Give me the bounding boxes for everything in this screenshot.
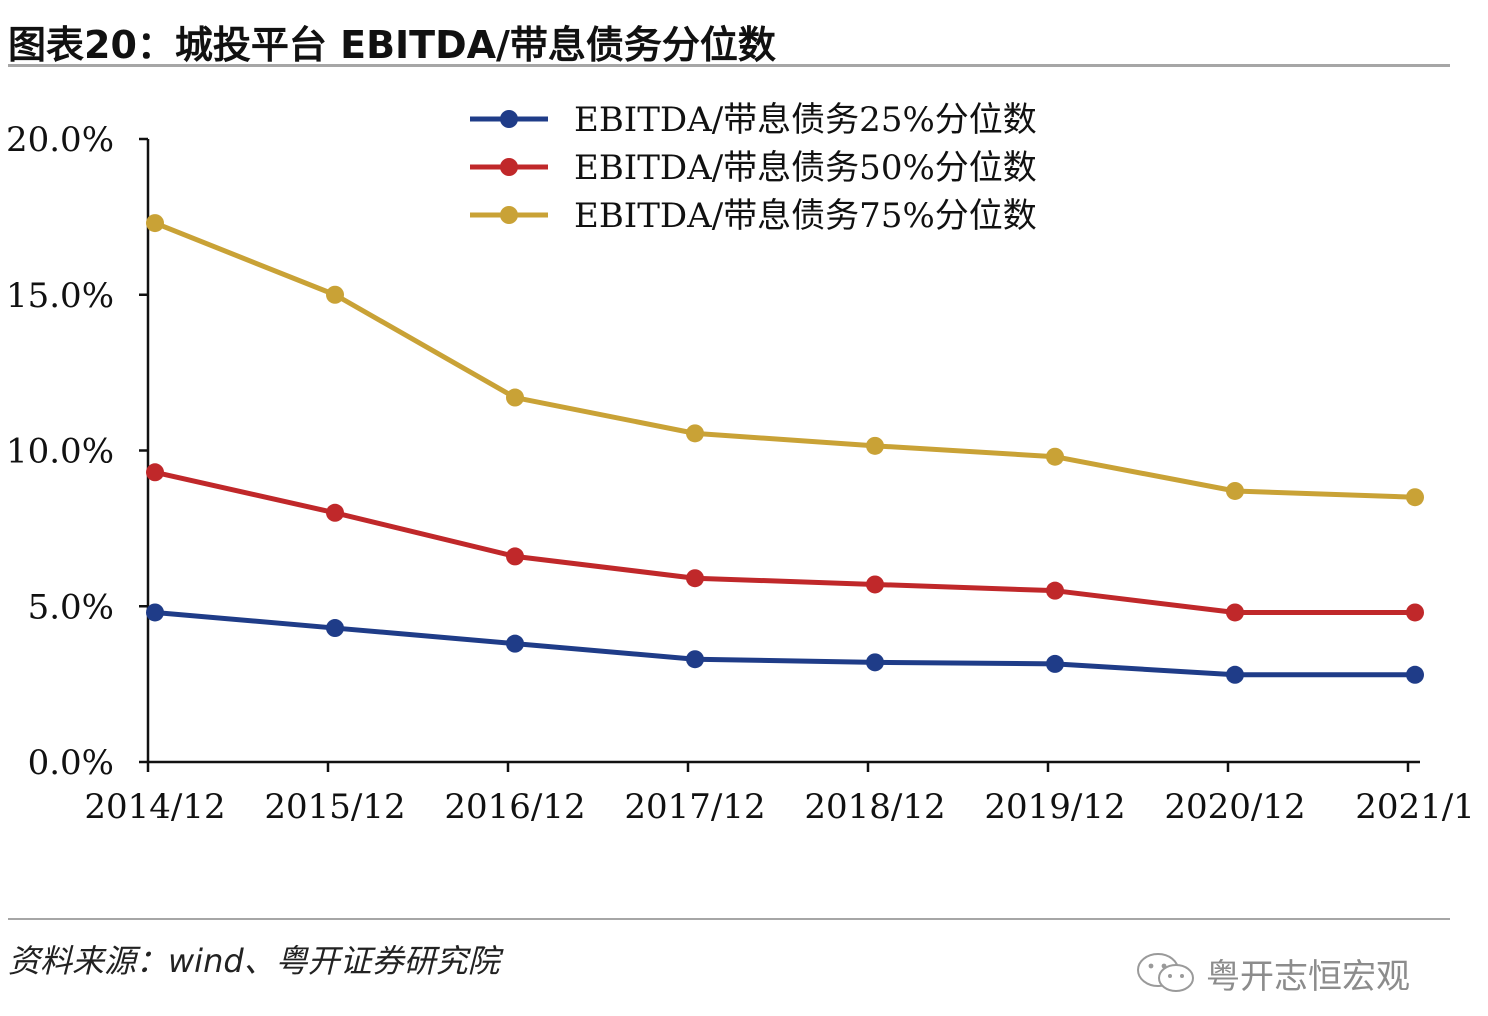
data-point (146, 214, 164, 233)
legend-label: EBITDA/带息债务75%分位数 (574, 196, 1037, 236)
x-tick-label: 2017/12 (624, 787, 765, 827)
data-point (1406, 665, 1424, 684)
x-tick-label: 2021/1 (1355, 787, 1475, 827)
title-divider (8, 64, 1450, 67)
data-point (1406, 603, 1424, 622)
x-tick-label: 2019/12 (984, 787, 1125, 827)
data-point (146, 603, 164, 622)
x-tick-label: 2018/12 (804, 787, 945, 827)
data-point (1046, 581, 1064, 600)
y-tick-label: 15.0% (6, 276, 114, 316)
legend-marker (500, 158, 518, 176)
data-point (866, 436, 884, 455)
legend-item: EBITDA/带息债务75%分位数 (470, 196, 1037, 236)
data-point (326, 619, 344, 638)
x-tick-label: 2014/12 (84, 787, 225, 827)
series-layer (146, 214, 1424, 684)
data-point (326, 285, 344, 304)
wechat-icon (1137, 953, 1194, 992)
legend-item: EBITDA/带息债务50%分位数 (470, 148, 1037, 188)
x-tick-label: 2015/12 (264, 787, 405, 827)
legend-item: EBITDA/带息债务25%分位数 (470, 100, 1037, 140)
y-tick-label: 20.0% (6, 120, 114, 160)
data-point (1226, 603, 1244, 622)
footer-divider (8, 918, 1450, 920)
data-point (1226, 665, 1244, 684)
y-tick-label: 10.0% (6, 432, 114, 472)
source-note: 资料来源：wind、粤开证券研究院 (8, 942, 500, 980)
series-1 (146, 603, 1424, 684)
chart-legend: EBITDA/带息债务25%分位数 EBITDA/带息债务50%分位数 EBITDA… (470, 100, 1037, 236)
x-tick-label: 2016/12 (444, 787, 585, 827)
chart-title: 图表20：城投平台 EBITDA/带息债务分位数 (8, 23, 776, 67)
data-point (1226, 481, 1244, 500)
data-point (506, 388, 524, 407)
series-line (154, 609, 1415, 678)
series-2 (146, 463, 1424, 622)
data-point (506, 547, 524, 566)
legend-marker (500, 110, 518, 128)
data-point (686, 650, 704, 669)
data-point (506, 634, 524, 653)
watermark-text: 粤开志恒宏观 (1206, 956, 1410, 997)
data-point (866, 653, 884, 672)
legend-label: EBITDA/带息债务25%分位数 (574, 100, 1037, 140)
y-tick-label: 0.0% (28, 743, 114, 783)
y-tick-label: 5.0% (28, 587, 114, 627)
line-chart: 0.0% 5.0% 10.0% 15.0% 20.0% 2014/12 2015/12 201… (6, 100, 1475, 827)
data-point (326, 503, 344, 522)
legend-marker (500, 206, 518, 224)
data-point (686, 424, 704, 443)
legend-label: EBITDA/带息债务50%分位数 (574, 148, 1037, 188)
data-point (146, 463, 164, 482)
series-line (154, 220, 1416, 500)
data-point (686, 569, 704, 588)
watermark: 粤开志恒宏观 (1134, 950, 1410, 997)
chart-axes: 0.0% 5.0% 10.0% 15.0% 20.0% 2014/12 2015/12 201… (6, 120, 1475, 827)
data-point (866, 575, 884, 594)
data-point (1406, 488, 1424, 507)
x-tick-label: 2020/12 (1164, 787, 1305, 827)
data-point (1046, 447, 1064, 466)
series-3 (146, 214, 1424, 507)
series-line (154, 469, 1415, 615)
data-point (1046, 654, 1064, 673)
